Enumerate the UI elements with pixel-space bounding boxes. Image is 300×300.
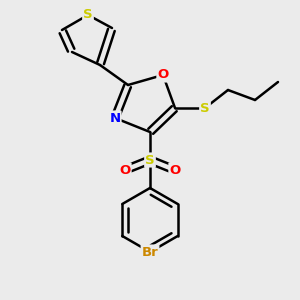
Text: S: S — [83, 8, 93, 22]
Text: N: N — [110, 112, 121, 124]
Text: O: O — [158, 68, 169, 82]
Text: O: O — [169, 164, 181, 176]
Text: Br: Br — [142, 245, 158, 259]
Text: S: S — [145, 154, 155, 166]
Text: O: O — [119, 164, 130, 176]
Text: S: S — [200, 101, 210, 115]
